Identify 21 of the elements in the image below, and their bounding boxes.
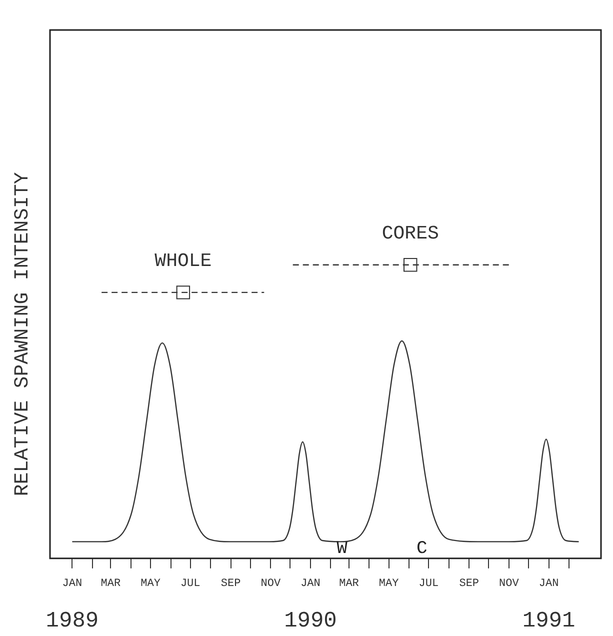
x-tick-label: NOV <box>260 578 281 590</box>
x-tick-label: MAR <box>100 578 122 590</box>
x-tick-label: JUL <box>418 578 439 590</box>
x-tick-label: SEP <box>459 578 480 590</box>
series-label: WHOLE <box>154 250 212 272</box>
x-tick-label: MAY <box>140 578 161 590</box>
series-label: CORES <box>382 222 439 244</box>
x-tick-label: JAN <box>538 578 559 590</box>
x-tick-label: NOV <box>499 578 520 590</box>
x2-tick-label: 1991 <box>522 608 576 634</box>
x-tick-label: MAY <box>378 578 400 590</box>
x-tick-label: MAR <box>339 578 360 590</box>
annotation: W <box>336 539 348 560</box>
x-tick-label: JUL <box>180 578 200 590</box>
annotation: C <box>416 539 428 560</box>
x-tick-label: JAN <box>300 578 320 590</box>
x-tick-label: SEP <box>220 578 242 590</box>
x2-tick-label: 1989 <box>46 608 99 634</box>
y-axis-title: RELATIVE SPAWNING INTENSITY <box>11 172 34 496</box>
x2-tick-label: 1990 <box>284 608 337 634</box>
x-tick-label: JAN <box>62 578 82 590</box>
